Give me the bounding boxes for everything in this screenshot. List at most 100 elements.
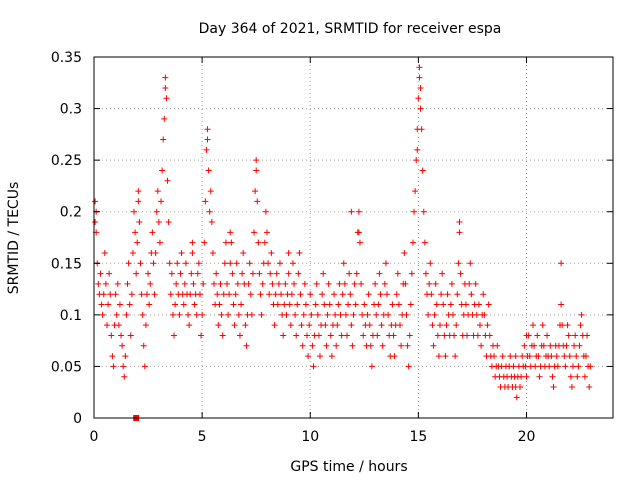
data-point bbox=[453, 322, 460, 329]
data-point bbox=[95, 280, 102, 287]
data-point bbox=[517, 384, 524, 391]
data-point bbox=[313, 280, 320, 287]
data-point bbox=[416, 64, 423, 71]
data-point bbox=[359, 311, 366, 318]
data-point bbox=[480, 291, 487, 298]
data-point bbox=[154, 188, 161, 195]
data-point bbox=[427, 260, 434, 267]
data-point bbox=[221, 260, 228, 267]
data-point bbox=[442, 353, 449, 360]
data-point bbox=[455, 260, 462, 267]
data-point bbox=[185, 311, 192, 318]
data-point bbox=[558, 301, 565, 308]
data-point bbox=[115, 322, 122, 329]
data-point bbox=[404, 342, 411, 349]
data-point bbox=[433, 301, 440, 308]
data-point bbox=[264, 229, 270, 236]
data-point bbox=[189, 249, 196, 256]
data-point bbox=[408, 270, 415, 277]
data-point bbox=[417, 84, 424, 91]
data-point bbox=[177, 270, 184, 277]
data-point bbox=[136, 219, 143, 226]
data-point bbox=[306, 322, 313, 329]
data-point bbox=[432, 280, 439, 287]
data-point bbox=[137, 260, 144, 267]
data-point bbox=[456, 219, 463, 226]
data-point bbox=[403, 311, 410, 318]
y-tick-label: 0 bbox=[73, 411, 82, 427]
data-point bbox=[151, 291, 158, 298]
data-point bbox=[194, 270, 201, 277]
data-point bbox=[305, 353, 312, 360]
data-point bbox=[204, 126, 211, 133]
data-point bbox=[121, 373, 128, 380]
data-point bbox=[566, 353, 573, 360]
data-point bbox=[319, 291, 326, 298]
data-point bbox=[559, 322, 566, 329]
data-point bbox=[291, 280, 298, 287]
data-point bbox=[287, 322, 294, 329]
y-axis-label: SRMTID / TECUs bbox=[6, 182, 22, 295]
y-tick-label: 0.1 bbox=[60, 308, 82, 324]
data-point bbox=[223, 280, 230, 287]
data-point bbox=[100, 291, 107, 298]
data-point bbox=[521, 342, 528, 349]
x-tick-label: 10 bbox=[301, 429, 319, 445]
data-point bbox=[296, 249, 303, 256]
data-point bbox=[225, 311, 232, 318]
data-point bbox=[407, 301, 414, 308]
data-point bbox=[235, 311, 242, 318]
data-point bbox=[320, 270, 327, 277]
data-point bbox=[289, 260, 296, 267]
data-point bbox=[513, 394, 520, 401]
data-point bbox=[310, 363, 317, 370]
data-point bbox=[215, 322, 222, 329]
data-point bbox=[164, 177, 171, 184]
data-point bbox=[129, 249, 136, 256]
data-point bbox=[275, 280, 282, 287]
data-point bbox=[382, 260, 389, 267]
data-point bbox=[377, 291, 384, 298]
data-point bbox=[439, 270, 446, 277]
data-point bbox=[236, 332, 243, 339]
data-point bbox=[478, 342, 485, 349]
data-point bbox=[389, 301, 396, 308]
y-tick-label: 0.15 bbox=[51, 256, 82, 272]
data-point bbox=[411, 208, 418, 215]
data-point bbox=[193, 311, 200, 318]
data-point bbox=[273, 270, 280, 277]
data-point bbox=[198, 332, 205, 339]
data-point bbox=[331, 291, 338, 298]
data-point bbox=[374, 332, 381, 339]
data-point bbox=[266, 291, 273, 298]
data-point bbox=[575, 363, 582, 370]
data-point bbox=[368, 363, 375, 370]
data-point bbox=[274, 301, 281, 308]
data-point bbox=[421, 239, 428, 246]
data-point bbox=[230, 301, 237, 308]
data-point bbox=[206, 208, 213, 215]
data-point bbox=[534, 332, 541, 339]
x-tick-label: 5 bbox=[198, 429, 207, 445]
data-point bbox=[163, 95, 170, 102]
data-point bbox=[567, 373, 574, 380]
data-point bbox=[335, 301, 342, 308]
data-point bbox=[110, 363, 117, 370]
data-point bbox=[282, 280, 289, 287]
data-point bbox=[364, 311, 371, 318]
data-point bbox=[165, 219, 172, 226]
data-point bbox=[272, 291, 279, 298]
data-point bbox=[402, 280, 409, 287]
data-point bbox=[340, 260, 347, 267]
data-point bbox=[135, 198, 142, 205]
data-point bbox=[248, 311, 255, 318]
data-point bbox=[245, 280, 252, 287]
data-point bbox=[344, 332, 351, 339]
data-point bbox=[349, 342, 356, 349]
data-point bbox=[118, 332, 125, 339]
data-point bbox=[586, 384, 593, 391]
data-point bbox=[437, 322, 443, 329]
data-point bbox=[295, 270, 302, 277]
data-point bbox=[381, 280, 388, 287]
data-point bbox=[280, 332, 287, 339]
